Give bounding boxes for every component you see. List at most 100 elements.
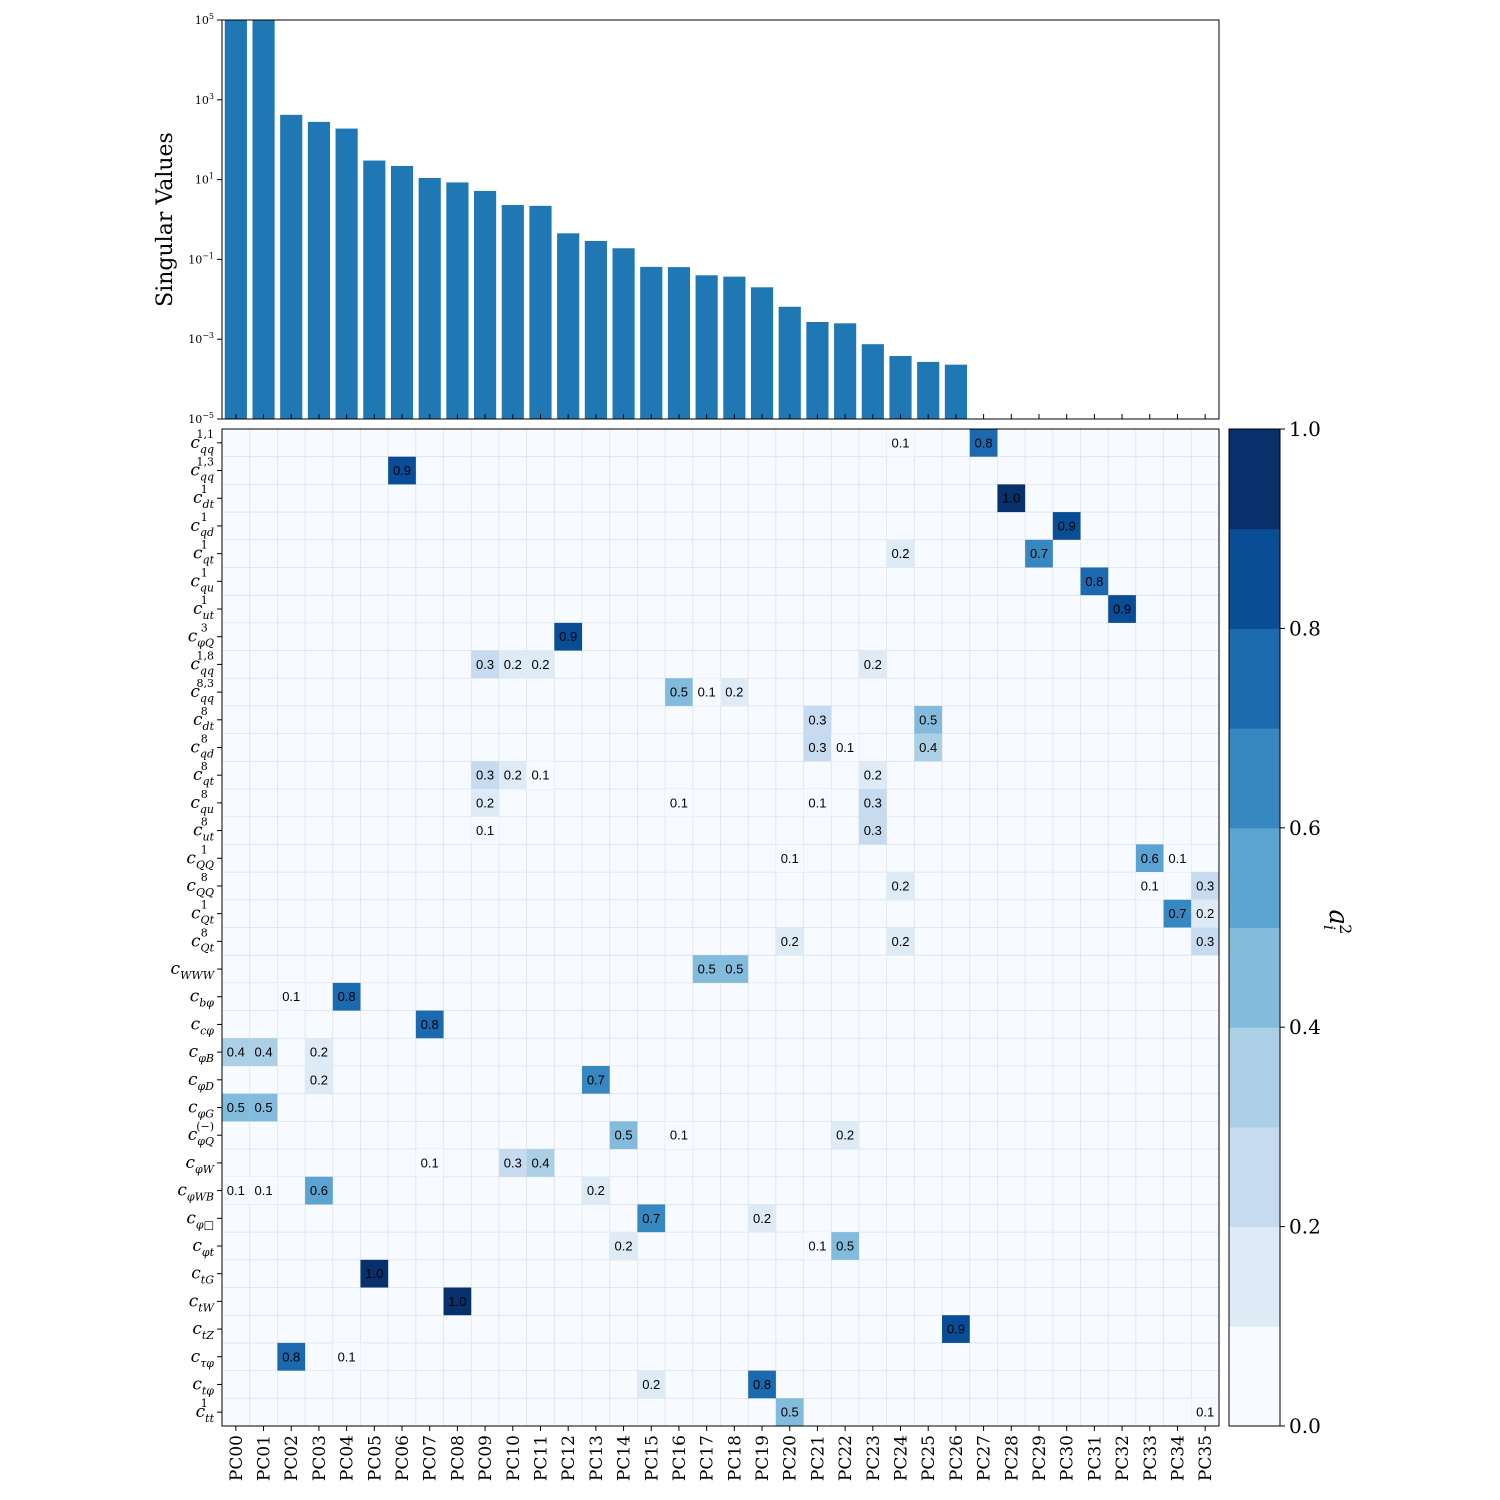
heatmap-cell [277, 982, 306, 1011]
bar-plot-area [222, 20, 1219, 419]
heatmap-cell [886, 539, 915, 568]
bar-PC04 [335, 128, 358, 419]
heatmap-x-tick-label: PC00 [227, 1435, 247, 1481]
colorbar-tick-label: 0.8 [1289, 616, 1321, 640]
heatmap-cell [692, 955, 721, 983]
heatmap-cell [831, 733, 859, 762]
heatmap-x-tick-label: PC32 [1113, 1435, 1133, 1481]
heatmap-cell [803, 733, 832, 762]
bar-PC21 [806, 321, 829, 419]
heatmap-cell-value: 0.3 [504, 1155, 522, 1170]
heatmap-cell [720, 678, 749, 706]
heatmap-cell [305, 1176, 333, 1205]
heatmap-cell-value: 0.1 [476, 823, 494, 838]
heatmap-cell-value: 1.0 [365, 1266, 383, 1281]
bar-y-tick-label: 10−5 [188, 411, 214, 426]
colorbar-tick-label: 1.0 [1289, 417, 1321, 441]
heatmap-cell-value: 0.5 [781, 1405, 799, 1420]
heatmap-cell-value: 0.1 [282, 989, 300, 1004]
heatmap-cell [748, 1204, 776, 1233]
heatmap-cell [665, 789, 693, 817]
bar-PC16 [667, 267, 691, 419]
heatmap-cell [249, 1176, 278, 1205]
heatmap-cell-value: 0.8 [1085, 574, 1103, 589]
heatmap-cell [554, 622, 583, 651]
heatmap-frame [221, 428, 1220, 1427]
heatmap-y-tick-label: cqu [190, 571, 214, 594]
heatmap-cell [415, 1010, 444, 1039]
heatmap-cell-value: 1.0 [448, 1294, 466, 1309]
heatmap-y-tick-label: cQQ [186, 848, 214, 871]
heatmap-y-tick-superscript: 8 [201, 816, 208, 829]
heatmap-y-tick-label: ctφ [192, 1374, 214, 1397]
heatmap-x-tick-label: PC27 [975, 1435, 995, 1481]
heatmap-cell [637, 1370, 666, 1399]
heatmap-cell-value: 0.1 [1168, 851, 1186, 866]
colorbar-tick-label: 0.2 [1289, 1215, 1321, 1239]
heatmap-y-tick-label: cQt [191, 904, 215, 927]
heatmap-y-tick-label: ctt [196, 1402, 215, 1425]
heatmap-cell [471, 789, 499, 817]
heatmap-cell-value: 0.7 [1168, 906, 1186, 921]
heatmap-cell-value: 0.1 [698, 685, 716, 700]
heatmap-cell-value: 0.8 [338, 989, 356, 1004]
bar-PC25 [917, 361, 940, 419]
heatmap-cell [582, 1065, 610, 1094]
heatmap-y-tick-label: cφB [189, 1042, 214, 1065]
bar-PC00 [224, 20, 247, 419]
bar-PC15 [640, 266, 663, 419]
heatmap-x-tick-label: PC24 [892, 1435, 912, 1481]
heatmap-cell-value: 0.8 [753, 1377, 771, 1392]
heatmap-y-tick-superscript: 8 [201, 926, 208, 939]
heatmap-y-tick-label: cqq [190, 682, 214, 705]
heatmap-cell [471, 650, 499, 679]
principal-component-heatmap: 0.1 0.8 0.9 1.0 0.9 0.2 0.7 0.8 0.9 0.9 0.3 0.2 0.2 0… [171, 428, 1220, 1481]
heatmap-y-tick-superscript: 8 [201, 732, 208, 745]
heatmap-x-tick-label: PC16 [670, 1435, 690, 1481]
heatmap-y-tick-label: cqq [190, 654, 214, 677]
heatmap-cell-value: 0.2 [1196, 906, 1214, 921]
heatmap-cell [775, 844, 804, 873]
heatmap-cell-value: 0.3 [476, 768, 494, 783]
heatmap-cell-value: 0.1 [670, 795, 688, 810]
heatmap-cell [526, 1149, 555, 1177]
heatmap-cell-value: 0.2 [476, 795, 494, 810]
heatmap-cell-value: 0.2 [753, 1211, 771, 1226]
heatmap-cell [858, 789, 887, 817]
colorbar-segment [1229, 628, 1280, 729]
heatmap-cell-value: 0.5 [255, 1100, 273, 1115]
bar-PC07 [418, 177, 441, 419]
heatmap-cell-value: 0.4 [531, 1155, 549, 1170]
heatmap-cell [609, 1232, 638, 1260]
heatmap-cell [305, 1065, 333, 1094]
bar-PC18 [723, 276, 746, 419]
heatmap-y-tick-label: cφD [188, 1070, 214, 1093]
heatmap-cell [277, 1342, 306, 1371]
heatmap-cell [886, 429, 915, 457]
heatmap-x-tick-label: PC14 [615, 1435, 635, 1481]
heatmap-cell-value: 0.3 [864, 795, 882, 810]
heatmap-cell-value: 0.2 [504, 768, 522, 783]
colorbar-tick-label: 0.6 [1289, 816, 1321, 840]
heatmap-cell [775, 1398, 804, 1426]
heatmap-y-tick-superscript: 1 [201, 539, 208, 552]
heatmap-y-tick-label: cqq [190, 433, 214, 456]
heatmap-x-tick-label: PC30 [1058, 1435, 1078, 1481]
bar-PC14 [612, 248, 635, 419]
colorbar-tick-label: 0.4 [1289, 1015, 1321, 1039]
heatmap-cell [858, 816, 887, 845]
colorbar-segment [1229, 728, 1280, 829]
heatmap-cell [886, 927, 915, 956]
heatmap-x-tick-label: PC19 [753, 1435, 773, 1481]
heatmap-y-tick-superscript: 1,3 [197, 456, 215, 469]
heatmap-cell-value: 0.8 [975, 435, 993, 450]
heatmap-cell [637, 1204, 666, 1233]
heatmap-cell-value: 0.2 [781, 934, 799, 949]
heatmap-cell-value: 1.0 [1002, 491, 1020, 506]
heatmap-cell [1135, 872, 1164, 900]
heatmap-cell-value: 0.2 [504, 657, 522, 672]
heatmap-y-tick-label: cut [193, 599, 215, 622]
heatmap-cell-value: 0.3 [476, 657, 494, 672]
heatmap-cell [471, 761, 499, 790]
